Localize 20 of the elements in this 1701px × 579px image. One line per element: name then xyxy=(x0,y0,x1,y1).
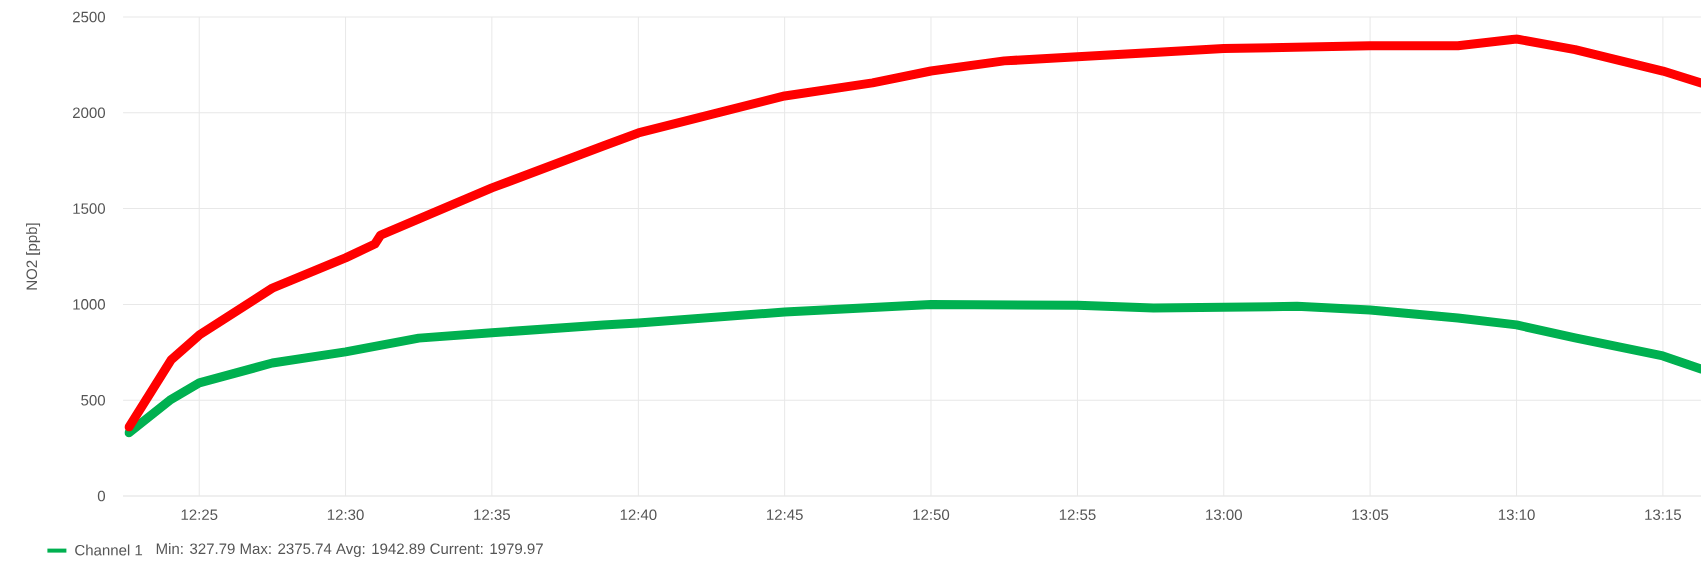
text: Min: 327.79 Max: 2375.74 Avg: 1942.89 Current: 1979.97 xyxy=(156,543,543,557)
y-tick-label: 2500 xyxy=(72,11,106,23)
x-tick-label: 12:30 xyxy=(327,509,364,521)
x-tick-label: 12:55 xyxy=(1059,509,1096,521)
y-tick-label: 1500 xyxy=(73,203,106,214)
x-tick-label: 12:35 xyxy=(474,509,510,521)
y-tick-label: 500 xyxy=(81,394,106,406)
x-tick-label: 13:10 xyxy=(1498,509,1535,521)
x-tick-label: 12:25 xyxy=(181,509,218,521)
legend-label: Channel 1 xyxy=(75,544,143,556)
x-tick-label: 12:50 xyxy=(913,509,950,521)
y-tick-label: 2000 xyxy=(72,107,106,119)
y-tick-label: 0 xyxy=(97,490,106,502)
x-tick-label: 13:15 xyxy=(1645,509,1682,521)
x-tick-label: 13:05 xyxy=(1352,509,1389,521)
y-tick-label: 1000 xyxy=(73,299,106,310)
x-tick-label: 12:40 xyxy=(620,509,657,521)
x-tick-label: 12:45 xyxy=(767,509,803,521)
y-axis-title: NO2 [ppb] xyxy=(26,223,41,290)
x-tick-label: 13:00 xyxy=(1206,509,1242,521)
